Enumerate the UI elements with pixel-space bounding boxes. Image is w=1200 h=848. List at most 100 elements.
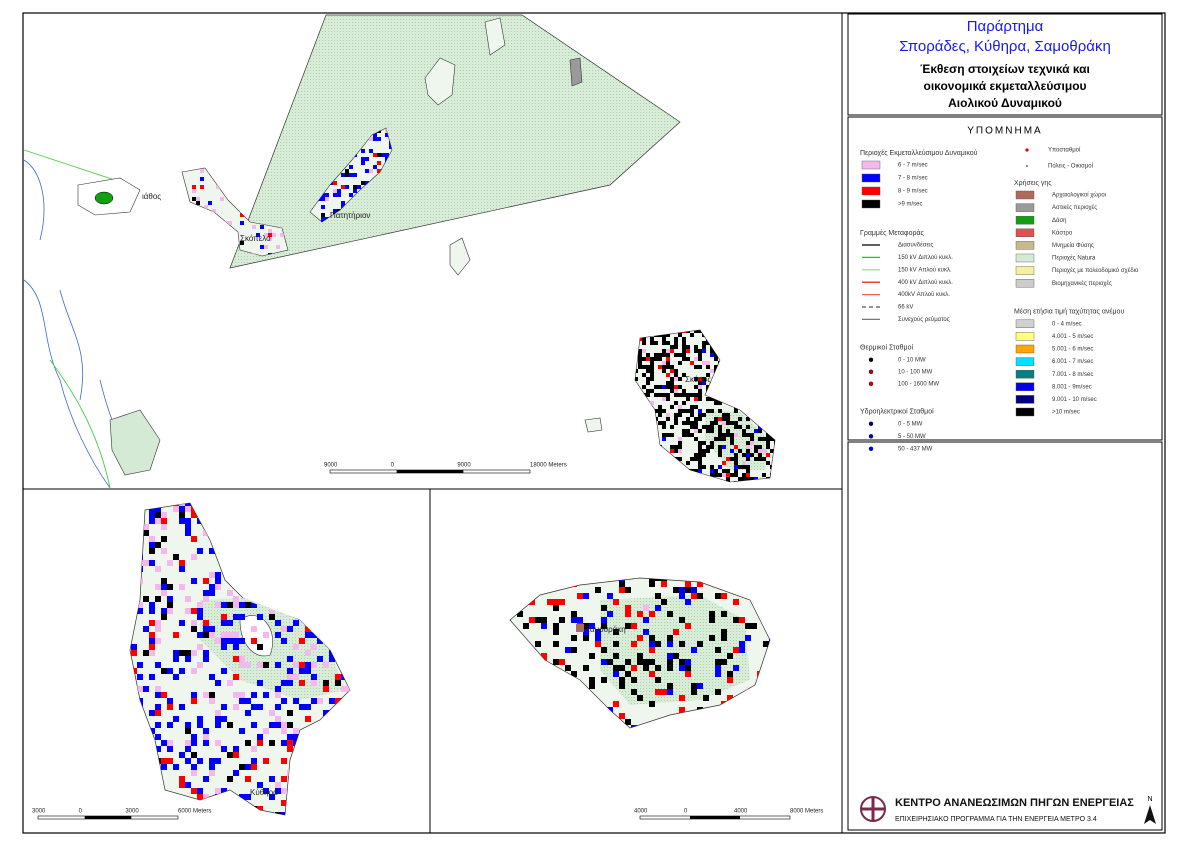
wind-cell [690,425,694,429]
wind-cell [770,381,774,385]
wind-cell [251,602,257,608]
wind-cell [706,330,710,333]
wind-cell [287,710,293,716]
wind-cell [347,800,350,806]
wind-cell [335,512,341,518]
wind-cell [698,349,702,353]
wind-cell [670,433,674,437]
wind-cell [221,716,227,722]
wind-cell [654,457,658,461]
wind-cell [662,397,666,401]
wind-cell [353,638,359,644]
wind-cell [173,554,179,560]
legend-group-title: Χρήσεις γης [1014,180,1052,187]
wind-cell [655,689,661,695]
wind-cell [281,518,287,524]
wind-cell [763,641,769,647]
wind-cell [341,656,347,662]
wind-cell [131,518,137,524]
wind-cell [722,461,726,465]
wind-cell [642,341,646,345]
wind-cell [710,337,714,341]
wind-cell [655,593,661,599]
scale-bar [396,470,464,473]
wind-cell [678,445,682,449]
wind-cell [690,393,694,397]
wind-cell [649,581,655,587]
legend-swatch [861,173,881,183]
wind-cell [762,341,766,345]
wind-cell [287,674,293,680]
wind-cell [709,635,715,641]
wind-cell [635,345,638,349]
wind-cell [694,477,698,481]
wind-cell [698,365,702,369]
wind-cell [678,393,682,397]
wind-cell [203,656,209,662]
scale-label: 8000 Meters [790,809,823,815]
wind-cell [311,590,317,596]
wind-cell [571,581,577,587]
wind-cell [293,698,299,704]
wind-cell [245,662,251,668]
wind-cell [245,518,251,524]
wind-cell [742,465,746,469]
wind-cell [754,325,758,329]
wind-cell [698,417,702,421]
wind-cell [191,578,197,584]
wind-cell [762,457,766,461]
wind-cell [714,365,718,369]
legend-group-title: Θερμικοί Σταθμοί [860,344,913,352]
wind-cell [275,692,281,698]
wind-cell [682,401,686,405]
wind-cell [149,644,155,650]
wind-cell [722,421,726,425]
wind-cell [203,776,209,782]
wind-cell [670,465,674,469]
legend-swatch [861,186,881,196]
wind-cell [191,650,197,656]
wind-cell [233,638,239,644]
wind-cell [670,445,674,449]
wind-cell [714,377,718,381]
wind-cell [730,337,734,341]
wind-cell [694,453,698,457]
wind-cell [341,560,347,566]
wind-cell [203,596,209,602]
wind-cell [341,650,347,656]
wind-cell [706,385,710,389]
wind-cell [203,650,209,656]
wind-cell [625,671,631,677]
wind-cell [335,590,341,596]
wind-cell [361,161,365,165]
wind-cell [774,465,775,469]
legend-swatch [1015,357,1035,366]
wind-cell [137,518,143,524]
wind-cell [727,578,733,581]
wind-cell [143,782,149,788]
wind-cell [583,665,589,671]
wind-cell [694,330,698,333]
wind-cell [666,365,670,369]
wind-cell [529,599,535,605]
wind-cell [661,578,667,581]
wind-cell [305,632,311,638]
wind-cell [293,782,299,788]
wind-cell [730,473,734,477]
wind-cell [571,707,577,713]
wind-cell [710,429,714,433]
wind-cell [192,209,196,213]
wind-cell [595,587,601,593]
wind-cell [341,674,347,680]
wind-cell [694,405,698,409]
wind-cell [778,481,782,485]
wind-cell [131,722,137,728]
wind-cell [758,393,762,397]
wind-cell [738,417,742,421]
wind-cell [293,572,299,578]
wind-cell [630,445,634,449]
wind-cell [722,325,726,329]
wind-cell [770,365,774,369]
wind-cell [726,385,730,389]
wind-cell [221,614,227,620]
